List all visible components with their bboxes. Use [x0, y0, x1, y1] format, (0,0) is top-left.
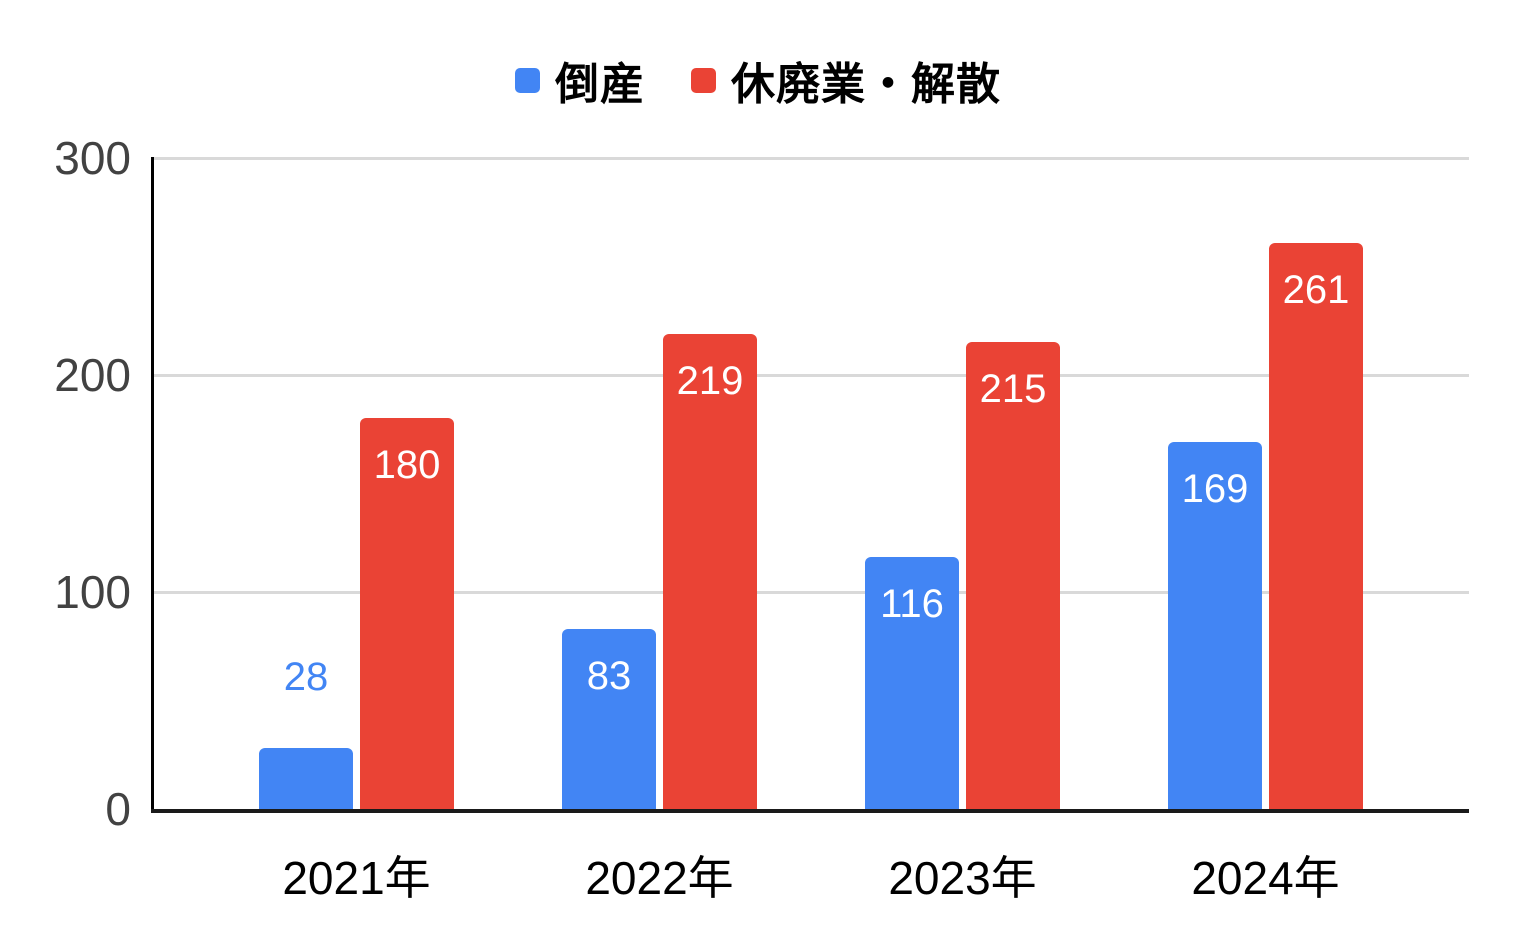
x-axis-tick-label: 2021年 — [282, 852, 431, 904]
x-axis-tick-label: 2022年 — [585, 852, 734, 904]
y-axis-line — [151, 157, 154, 812]
bar-value-label: 83 — [586, 653, 632, 698]
bar-value-label: 116 — [880, 582, 944, 627]
bar-value-label: 219 — [676, 358, 744, 403]
legend-item-series-1: 休廃業・解散 — [691, 48, 1001, 112]
bar-series-1-cat-0 — [360, 418, 454, 809]
y-axis-tick-label: 300 — [54, 132, 131, 184]
chart-legend: 倒産 休廃業・解散 — [0, 48, 1516, 112]
x-axis-tick-label: 2023年 — [888, 852, 1037, 904]
legend-item-series-0: 倒産 — [515, 48, 645, 112]
y-axis-tick-label: 0 — [105, 783, 131, 835]
legend-label: 倒産 — [555, 60, 645, 109]
y-axis-tick-label: 100 — [54, 566, 131, 618]
gridline-y-200 — [152, 373, 1469, 377]
bar-value-label: 169 — [1181, 467, 1249, 512]
bar-series-0-cat-1 — [562, 628, 656, 809]
gridline-y-300 — [152, 156, 1469, 160]
x-axis-tick-label: 2024年 — [1191, 852, 1340, 904]
bar-series-1-cat-3 — [1269, 242, 1363, 809]
bar-series-0-cat-2 — [865, 557, 959, 809]
y-axis-tick-label: 200 — [54, 349, 131, 401]
bar-series-1-cat-1 — [663, 333, 757, 809]
bar-value-label: 261 — [1282, 267, 1350, 312]
legend-swatch-icon — [515, 67, 540, 93]
x-axis-line — [151, 809, 1469, 813]
bar-value-label: 215 — [979, 367, 1047, 412]
legend-swatch-icon — [691, 67, 716, 93]
bar-series-1-cat-2 — [966, 342, 1060, 809]
bar-value-label: 180 — [373, 443, 441, 488]
bar-series-0-cat-0 — [259, 748, 353, 809]
legend-label: 休廃業・解散 — [731, 60, 1001, 109]
gridline-y-100 — [152, 590, 1469, 594]
bar-value-label: 28 — [283, 655, 329, 700]
bar-series-0-cat-3 — [1168, 442, 1262, 809]
